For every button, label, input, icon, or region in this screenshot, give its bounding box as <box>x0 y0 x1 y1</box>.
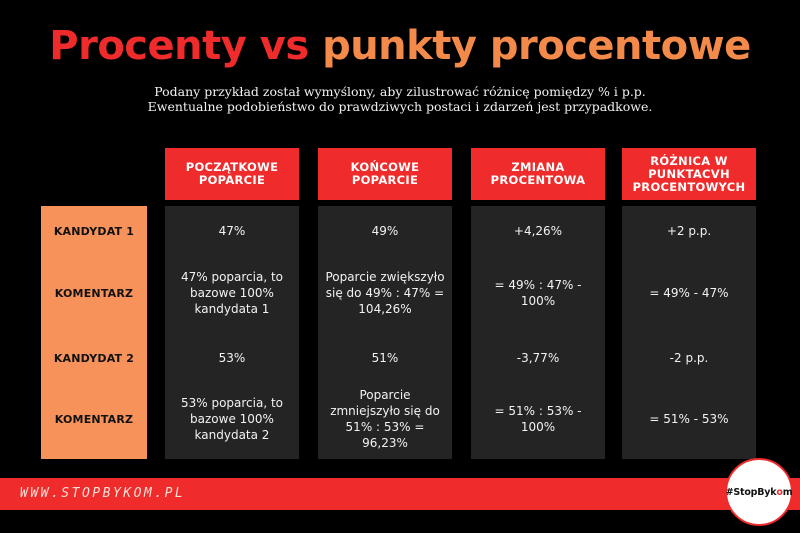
table-cell: 47% <box>218 224 246 238</box>
table-cell: = 49% : 47% - 100% <box>494 278 582 308</box>
header-initial-support: POCZĄTKOWE POPARCIE <box>165 148 299 200</box>
row-label-comment-1: KOMENTARZ <box>54 286 134 300</box>
column-final-support <box>318 206 452 459</box>
website-link[interactable]: WWW.STOPBYKOM.PL <box>20 486 186 501</box>
row-label-candidate-1: KANDYDAT 1 <box>53 224 135 238</box>
title-part-red: Procenty vs <box>49 23 309 69</box>
row-labels-column <box>41 206 147 459</box>
stopbykom-badge: #StopByk o m <box>725 458 793 526</box>
header-percent-change: ZMIANA PROCENTOWA <box>471 148 605 200</box>
table-cell: 49% <box>371 224 399 238</box>
table-cell: = 51% - 53% <box>649 412 729 426</box>
table-cell: Poparcie zmniejszyło się do 51% : 53% = … <box>330 388 440 450</box>
table-cell: 53% <box>218 351 246 365</box>
table-cell: +2 p.p. <box>666 224 712 238</box>
table-cell: = 51% : 53% - 100% <box>494 404 582 434</box>
disclaimer-line-2: Ewentualne podobieństwo do prawdziwych p… <box>147 99 653 114</box>
header-final-support: KOŃCOWE POPARCIE <box>318 148 452 200</box>
column-initial-support <box>165 206 299 459</box>
page-title: Procenty vs punkty procentowe <box>0 22 800 70</box>
badge-text-end: m <box>782 486 793 498</box>
title-part-orange: punkty procentowe <box>322 23 751 69</box>
table-cell: +4,26% <box>513 224 563 238</box>
column-percent-change <box>471 206 605 459</box>
disclaimer-line-1: Podany przykład został wymyślony, aby zi… <box>154 84 646 99</box>
table-cell: Poparcie zwiększyło się do 49% : 47% = 1… <box>325 270 445 316</box>
footer-bar <box>0 478 800 510</box>
table-cell: = 49% - 47% <box>649 286 729 300</box>
row-label-comment-2: KOMENTARZ <box>54 412 134 426</box>
header-pp-difference: RÓŻNICA W PUNKTACVH PROCENTOWYCH <box>622 148 756 200</box>
table-cell: 47% poparcia, to bazowe 100% kandydata 1 <box>180 270 284 316</box>
disclaimer: Podany przykład został wymyślony, aby zi… <box>0 84 800 114</box>
table-cell: 53% poparcia, to bazowe 100% kandydata 2 <box>180 396 284 442</box>
column-pp-difference <box>622 206 756 459</box>
table-cell: -3,77% <box>516 351 560 365</box>
badge-text-start: #StopByk <box>725 486 777 498</box>
table-cell: 51% <box>371 351 399 365</box>
row-label-candidate-2: KANDYDAT 2 <box>53 351 135 365</box>
table-cell: -2 p.p. <box>669 351 709 365</box>
badge-text-o: o <box>776 486 783 498</box>
